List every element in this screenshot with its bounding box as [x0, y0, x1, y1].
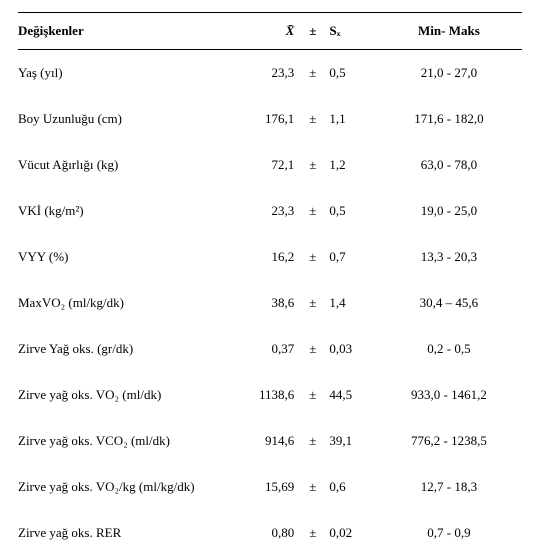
- cell-plusminus: ±: [300, 326, 325, 372]
- cell-plusminus: ±: [300, 418, 325, 464]
- table-body: Yaş (yıl)23,3±0,521,0 - 27,0Boy Uzunluğu…: [18, 50, 522, 556]
- cell-mean: 23,3: [240, 50, 300, 97]
- cell-sx: 0,03: [325, 326, 375, 372]
- header-mean: X̄: [240, 13, 300, 50]
- cell-variable: Zirve yağ oks. VO₂ (ml/dk): [18, 372, 240, 418]
- table-row: Vücut Ağırlığı (kg)72,1±1,263,0 - 78,0: [18, 142, 522, 188]
- cell-sx: 44,5: [325, 372, 375, 418]
- cell-sx: 0,7: [325, 234, 375, 280]
- cell-plusminus: ±: [300, 50, 325, 97]
- cell-variable: Yaş (yıl): [18, 50, 240, 97]
- table-row: VKİ (kg/m²)23,3±0,519,0 - 25,0: [18, 188, 522, 234]
- cell-mean: 176,1: [240, 96, 300, 142]
- cell-range: 171,6 - 182,0: [376, 96, 522, 142]
- cell-sx: 0,6: [325, 464, 375, 510]
- table-row: Zirve yağ oks. VO₂ (ml/dk)1138,6±44,5933…: [18, 372, 522, 418]
- header-variables: Değişkenler: [18, 13, 240, 50]
- cell-mean: 15,69: [240, 464, 300, 510]
- cell-plusminus: ±: [300, 372, 325, 418]
- cell-range: 933,0 - 1461,2: [376, 372, 522, 418]
- cell-range: 19,0 - 25,0: [376, 188, 522, 234]
- cell-range: 12,7 - 18,3: [376, 464, 522, 510]
- statistics-table: Değişkenler X̄ ± Sₓ Min- Maks Yaş (yıl)2…: [18, 12, 522, 556]
- table-row: Boy Uzunluğu (cm)176,1±1,1171,6 - 182,0: [18, 96, 522, 142]
- table-row: Zirve Yağ oks. (gr/dk)0,37±0,030,2 - 0,5: [18, 326, 522, 372]
- cell-variable: VYY (%): [18, 234, 240, 280]
- cell-sx: 0,5: [325, 50, 375, 97]
- cell-sx: 1,2: [325, 142, 375, 188]
- cell-mean: 1138,6: [240, 372, 300, 418]
- header-sx: Sₓ: [325, 13, 375, 50]
- cell-sx: 1,1: [325, 96, 375, 142]
- cell-plusminus: ±: [300, 280, 325, 326]
- cell-range: 0,2 - 0,5: [376, 326, 522, 372]
- cell-range: 63,0 - 78,0: [376, 142, 522, 188]
- table-row: Yaş (yıl)23,3±0,521,0 - 27,0: [18, 50, 522, 97]
- cell-variable: Boy Uzunluğu (cm): [18, 96, 240, 142]
- cell-range: 21,0 - 27,0: [376, 50, 522, 97]
- cell-sx: 1,4: [325, 280, 375, 326]
- table-row: MaxVO₂ (ml/kg/dk)38,6±1,430,4 – 45,6: [18, 280, 522, 326]
- cell-variable: Zirve Yağ oks. (gr/dk): [18, 326, 240, 372]
- cell-mean: 23,3: [240, 188, 300, 234]
- header-range: Min- Maks: [376, 13, 522, 50]
- cell-mean: 914,6: [240, 418, 300, 464]
- cell-plusminus: ±: [300, 142, 325, 188]
- cell-range: 776,2 - 1238,5: [376, 418, 522, 464]
- cell-plusminus: ±: [300, 234, 325, 280]
- cell-sx: 39,1: [325, 418, 375, 464]
- cell-plusminus: ±: [300, 188, 325, 234]
- cell-plusminus: ±: [300, 96, 325, 142]
- table-row: Zirve yağ oks. VO₂/kg (ml/kg/dk)15,69±0,…: [18, 464, 522, 510]
- cell-mean: 16,2: [240, 234, 300, 280]
- cell-variable: MaxVO₂ (ml/kg/dk): [18, 280, 240, 326]
- cell-variable: Zirve yağ oks. VCO₂ (ml/dk): [18, 418, 240, 464]
- cell-range: 13,3 - 20,3: [376, 234, 522, 280]
- cell-variable: VKİ (kg/m²): [18, 188, 240, 234]
- table-header-row: Değişkenler X̄ ± Sₓ Min- Maks: [18, 13, 522, 50]
- cell-variable: Zirve yağ oks. VO₂/kg (ml/kg/dk): [18, 464, 240, 510]
- cell-mean: 0,37: [240, 326, 300, 372]
- cell-mean: 72,1: [240, 142, 300, 188]
- table-row: Zirve yağ oks. VCO₂ (ml/dk)914,6±39,1776…: [18, 418, 522, 464]
- header-plusminus: ±: [300, 13, 325, 50]
- cell-range: 30,4 – 45,6: [376, 280, 522, 326]
- cell-plusminus: ±: [300, 464, 325, 510]
- cell-mean: 38,6: [240, 280, 300, 326]
- cell-sx: 0,5: [325, 188, 375, 234]
- table-row: VYY (%)16,2±0,713,3 - 20,3: [18, 234, 522, 280]
- cell-variable: Vücut Ağırlığı (kg): [18, 142, 240, 188]
